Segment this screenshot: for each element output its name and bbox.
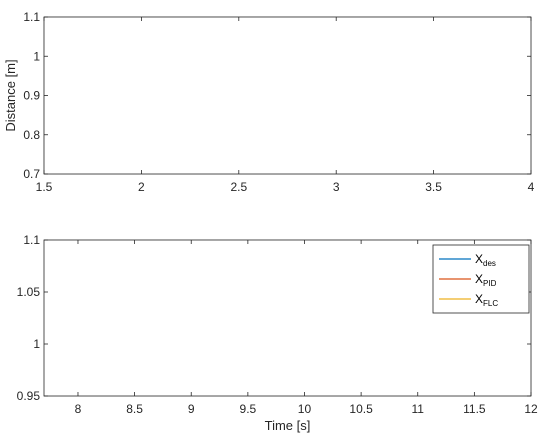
y-tick-label: 1 bbox=[33, 337, 40, 351]
axes-box bbox=[43, 16, 532, 175]
legend: Xdes XPID XFLC bbox=[432, 244, 530, 314]
y-axis-label: Distance [m] bbox=[3, 59, 18, 131]
x-tick-label: 9 bbox=[188, 402, 195, 416]
legend-label-des: Xdes bbox=[475, 252, 496, 268]
x-tick-label: 11.5 bbox=[463, 402, 486, 416]
y-tick-label: 1.1 bbox=[23, 10, 40, 24]
plot-panel-2: 8 8.5 9 9.5 10 10.5 11 11.5 12 0.95 1 1.05 1.1 Time [… bbox=[17, 233, 538, 433]
plot-panel-1: 1.5 2 2.5 3 3.5 4 0.7 0.8 0.9 1 1.1 Distance [m] bbox=[3, 10, 535, 194]
y-tick-label: 0.9 bbox=[23, 89, 40, 103]
legend-label-flc: XFLC bbox=[475, 292, 498, 308]
x-tick-label: 8 bbox=[75, 402, 82, 416]
x-axis-label: Time [s] bbox=[265, 418, 311, 433]
y-tick-label: 1.05 bbox=[17, 285, 41, 299]
x-tick-label: 10.5 bbox=[349, 402, 373, 416]
x-tick-label: 9.5 bbox=[240, 402, 257, 416]
y-tick-label: 1.1 bbox=[23, 233, 40, 247]
x-tick-label: 11 bbox=[412, 402, 425, 416]
y-tick-label: 1 bbox=[33, 49, 40, 63]
x-tick-label: 3 bbox=[333, 180, 340, 194]
x-tick-label: 4 bbox=[528, 180, 535, 194]
x-tick-label: 3.5 bbox=[425, 180, 442, 194]
x-tick-label: 1.5 bbox=[36, 180, 53, 194]
x-tick-label: 8.5 bbox=[126, 402, 143, 416]
x-tick-label: 2.5 bbox=[230, 180, 247, 194]
legend-label-pid: XPID bbox=[475, 272, 497, 288]
y-tick-label: 0.95 bbox=[17, 389, 41, 403]
y-tick-label: 0.8 bbox=[23, 128, 40, 142]
x-tick-label: 10 bbox=[298, 402, 312, 416]
x-tick-label: 2 bbox=[138, 180, 145, 194]
y-tick-label: 0.7 bbox=[23, 167, 40, 181]
x-tick-label: 12 bbox=[524, 402, 538, 416]
